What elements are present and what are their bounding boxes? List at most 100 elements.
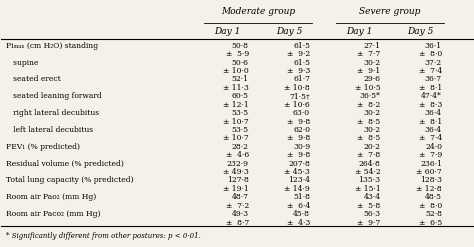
Text: 51·8: 51·8 — [293, 193, 310, 201]
Text: ± 15·1: ± 15·1 — [355, 185, 381, 193]
Text: 264·8: 264·8 — [359, 160, 381, 168]
Text: ±  8·0: ± 8·0 — [419, 202, 442, 210]
Text: 45·8: 45·8 — [293, 210, 310, 218]
Text: 36·5*: 36·5* — [360, 92, 381, 100]
Text: 52·8: 52·8 — [425, 210, 442, 218]
Text: 123·4: 123·4 — [288, 177, 310, 185]
Text: ± 45·3: ± 45·3 — [284, 168, 310, 176]
Text: 207·8: 207·8 — [288, 160, 310, 168]
Text: ±  6·5: ± 6·5 — [419, 219, 442, 227]
Text: FEV₁ (% predicted): FEV₁ (% predicted) — [6, 143, 80, 151]
Text: ±  7·4: ± 7·4 — [419, 134, 442, 142]
Text: ± 10·7: ± 10·7 — [223, 118, 249, 125]
Text: Severe group: Severe group — [359, 7, 421, 17]
Text: 28·2: 28·2 — [232, 143, 249, 151]
Text: seated erect: seated erect — [6, 75, 61, 83]
Text: 53·5: 53·5 — [232, 109, 249, 117]
Text: ±  8·2: ± 8·2 — [357, 101, 381, 109]
Text: ± 54·2: ± 54·2 — [355, 168, 381, 176]
Text: 36·1: 36·1 — [425, 42, 442, 50]
Text: 61·7: 61·7 — [293, 75, 310, 83]
Text: Day 5: Day 5 — [408, 27, 434, 36]
Text: 50·8: 50·8 — [232, 42, 249, 50]
Text: ±  7·2: ± 7·2 — [226, 202, 249, 210]
Text: ±  9·8: ± 9·8 — [287, 118, 310, 125]
Text: Day 5: Day 5 — [276, 27, 302, 36]
Text: ±  9·8: ± 9·8 — [287, 151, 310, 159]
Text: ±  9·7: ± 9·7 — [357, 219, 381, 227]
Text: right lateral decubitus: right lateral decubitus — [6, 109, 99, 117]
Text: ±  4·3: ± 4·3 — [287, 219, 310, 227]
Text: ±  7·7: ± 7·7 — [357, 50, 381, 58]
Text: ±  8·5: ± 8·5 — [357, 134, 381, 142]
Text: 37·2: 37·2 — [425, 59, 442, 66]
Text: 62·0: 62·0 — [293, 126, 310, 134]
Text: Residual volume (% predicted): Residual volume (% predicted) — [6, 160, 124, 168]
Text: ±  8·1: ± 8·1 — [419, 118, 442, 125]
Text: 27·1: 27·1 — [364, 42, 381, 50]
Text: ±  5·8: ± 5·8 — [357, 202, 381, 210]
Text: ±  8·5: ± 8·5 — [357, 118, 381, 125]
Text: 20·2: 20·2 — [364, 143, 381, 151]
Text: 47·4*: 47·4* — [421, 92, 442, 100]
Text: 30·2: 30·2 — [364, 126, 381, 134]
Text: ± 19·1: ± 19·1 — [223, 185, 249, 193]
Text: Total lung capacity (% predicted): Total lung capacity (% predicted) — [6, 177, 134, 185]
Text: 127·8: 127·8 — [227, 177, 249, 185]
Text: ±  7·4: ± 7·4 — [419, 67, 442, 75]
Text: ±  8·1: ± 8·1 — [419, 84, 442, 92]
Text: seated leaning forward: seated leaning forward — [6, 92, 102, 100]
Text: 29·6: 29·6 — [364, 75, 381, 83]
Text: ± 10·0: ± 10·0 — [223, 67, 249, 75]
Text: 48·7: 48·7 — [232, 193, 249, 201]
Text: supine: supine — [6, 59, 38, 66]
Text: ±  5·9: ± 5·9 — [226, 50, 249, 58]
Text: 63·0: 63·0 — [293, 109, 310, 117]
Text: 30·2: 30·2 — [364, 109, 381, 117]
Text: 49·3: 49·3 — [232, 210, 249, 218]
Text: 61·5: 61·5 — [293, 42, 310, 50]
Text: ±  8·7: ± 8·7 — [226, 219, 249, 227]
Text: ± 12·1: ± 12·1 — [223, 101, 249, 109]
Text: ± 10·7: ± 10·7 — [223, 134, 249, 142]
Text: ±  9·2: ± 9·2 — [287, 50, 310, 58]
Text: ±  7·8: ± 7·8 — [357, 151, 381, 159]
Text: 48·5: 48·5 — [425, 193, 442, 201]
Text: ±  9·3: ± 9·3 — [287, 67, 310, 75]
Text: ±  9·1: ± 9·1 — [357, 67, 381, 75]
Text: 53·5: 53·5 — [232, 126, 249, 134]
Text: 36·4: 36·4 — [425, 126, 442, 134]
Text: ± 49·3: ± 49·3 — [223, 168, 249, 176]
Text: 236·1: 236·1 — [420, 160, 442, 168]
Text: ± 10·5: ± 10·5 — [355, 84, 381, 92]
Text: ± 12·8: ± 12·8 — [416, 185, 442, 193]
Text: 52·1: 52·1 — [232, 75, 249, 83]
Text: 135·3: 135·3 — [359, 177, 381, 185]
Text: * Significantly different from other postures: p < 0·01.: * Significantly different from other pos… — [6, 232, 201, 240]
Text: ± 10·6: ± 10·6 — [284, 101, 310, 109]
Text: 60·5: 60·5 — [232, 92, 249, 100]
Text: ± 14·9: ± 14·9 — [284, 185, 310, 193]
Text: Room air Paco₂ (mm Hg): Room air Paco₂ (mm Hg) — [6, 210, 100, 218]
Text: ±  8·0: ± 8·0 — [419, 50, 442, 58]
Text: 232·9: 232·9 — [227, 160, 249, 168]
Text: ±  7·9: ± 7·9 — [419, 151, 442, 159]
Text: Moderate group: Moderate group — [221, 7, 295, 17]
Text: Day 1: Day 1 — [214, 27, 241, 36]
Text: ± 10·8: ± 10·8 — [284, 84, 310, 92]
Text: ± 60·7: ± 60·7 — [416, 168, 442, 176]
Text: 56·3: 56·3 — [364, 210, 381, 218]
Text: 61·5: 61·5 — [293, 59, 310, 66]
Text: ±  6·4: ± 6·4 — [287, 202, 310, 210]
Text: 43·4: 43·4 — [364, 193, 381, 201]
Text: 30·2: 30·2 — [364, 59, 381, 66]
Text: Room air Pao₂ (mm Hg): Room air Pao₂ (mm Hg) — [6, 193, 96, 201]
Text: 36·7: 36·7 — [425, 75, 442, 83]
Text: ±  9·8: ± 9·8 — [287, 134, 310, 142]
Text: 36·4: 36·4 — [425, 109, 442, 117]
Text: ±  8·3: ± 8·3 — [419, 101, 442, 109]
Text: Piₘₐₓ (cm H₂O) standing: Piₘₐₓ (cm H₂O) standing — [6, 42, 98, 50]
Text: 24·0: 24·0 — [425, 143, 442, 151]
Text: Day 1: Day 1 — [346, 27, 373, 36]
Text: 50·6: 50·6 — [232, 59, 249, 66]
